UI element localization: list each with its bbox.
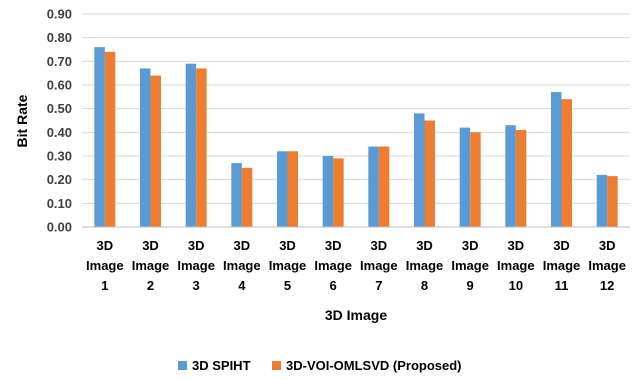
y-tick-label: 0.50 — [47, 101, 72, 116]
x-category-label: 3D Image 11 — [543, 238, 581, 293]
legend-swatch-proposed — [272, 361, 281, 370]
x-category-label: 3D Image 2 — [132, 238, 170, 293]
bar-proposed — [378, 146, 390, 227]
x-category-label: 3D Image 7 — [360, 238, 398, 293]
bar-proposed — [515, 129, 527, 227]
bar-proposed — [424, 120, 435, 227]
x-category-label: 3D Image 10 — [497, 238, 535, 293]
y-tick-label: 0.70 — [47, 54, 72, 69]
x-category-label: 3D Image 5 — [269, 238, 307, 293]
x-category-label: 3D Image 12 — [588, 238, 626, 293]
bar-spiht — [322, 156, 334, 227]
bar-spiht — [185, 63, 197, 228]
bar-proposed — [196, 68, 207, 227]
y-tick-label: 0.40 — [47, 125, 72, 140]
x-category-label: 3D Image 9 — [451, 238, 489, 293]
bar-spiht — [459, 127, 471, 227]
bar-proposed — [607, 176, 618, 227]
y-tick-label: 0.80 — [47, 30, 72, 45]
bar-proposed — [333, 158, 344, 227]
bars — [94, 47, 618, 228]
bar-spiht — [231, 163, 242, 227]
x-axis-title: 3D Image — [325, 307, 387, 323]
y-axis-title: Bit Rate — [14, 94, 30, 147]
bar-proposed — [241, 167, 253, 227]
y-axis-ticks: 0.00 0.10 0.20 0.30 0.40 0.50 0.60 0.70 0.80 0.90 — [47, 7, 72, 235]
x-category-label: 3D Image 8 — [406, 238, 444, 293]
bar-spiht — [414, 113, 425, 227]
bar-spiht — [368, 146, 379, 227]
bar-proposed — [287, 151, 298, 227]
y-tick-label: 0.20 — [47, 172, 72, 187]
y-tick-label: 0.10 — [47, 196, 72, 211]
bar-spiht — [94, 47, 105, 228]
x-axis-categories: 3D Image 13D Image 23D Image 33D Image 43D Image 5… — [86, 238, 626, 293]
x-category-label: 3D Image 4 — [223, 238, 261, 293]
bar-spiht — [277, 151, 288, 227]
y-tick-label: 0.00 — [47, 220, 72, 235]
legend-swatch-spiht — [178, 361, 187, 370]
y-tick-label: 0.60 — [47, 78, 72, 93]
gridlines — [82, 13, 630, 204]
bar-spiht — [551, 92, 562, 227]
legend-label: 3D SPIHT — [192, 358, 251, 373]
bar-spiht — [140, 68, 151, 227]
bar-proposed — [104, 51, 116, 227]
x-category-label: 3D Image 6 — [314, 238, 352, 293]
legend-label: 3D-VOI-OMLSVD (Proposed) — [286, 358, 462, 373]
bar-proposed — [470, 132, 481, 227]
bar-proposed — [561, 99, 572, 227]
x-category-label: 3D Image 3 — [177, 238, 215, 293]
bar-spiht — [596, 174, 608, 227]
legend: 3D SPIHT 3D-VOI-OMLSVD (Proposed) — [178, 358, 462, 373]
y-tick-label: 0.30 — [47, 149, 72, 164]
x-category-label: 3D Image 1 — [86, 238, 124, 293]
bar-proposed — [150, 75, 161, 228]
bar-spiht — [505, 125, 516, 227]
y-tick-label: 0.90 — [47, 7, 72, 22]
